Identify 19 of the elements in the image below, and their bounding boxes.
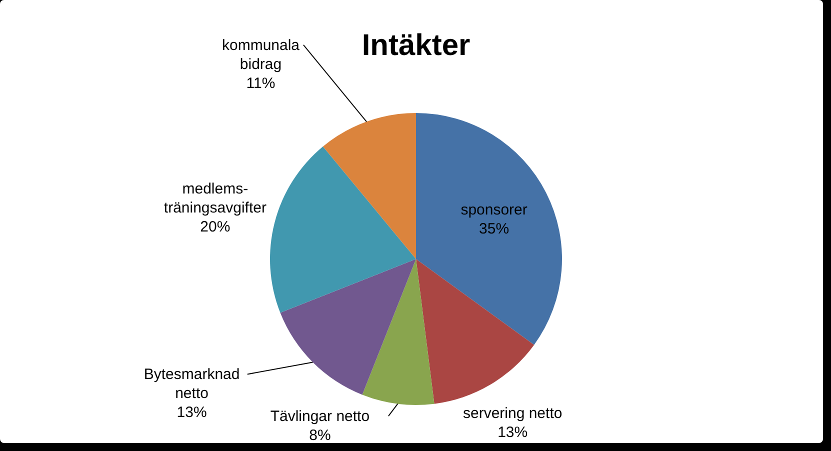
- data-label: 13%: [176, 404, 207, 422]
- slice-label: kommunala bidrag: [222, 36, 300, 73]
- pie-slice: [322, 113, 416, 259]
- pie-slice: [416, 113, 562, 345]
- slice-label: servering netto: [463, 404, 562, 422]
- chart-title: Intäkter: [362, 29, 471, 62]
- pie-slice: [270, 146, 416, 313]
- pie-slice: [280, 259, 416, 395]
- data-label: 35%: [479, 220, 510, 238]
- data-label: 20%: [200, 218, 230, 236]
- slice-label: Bytesmarknad netto: [144, 366, 240, 402]
- slice-label: Tävlingar netto: [270, 408, 370, 426]
- pie-slice: [362, 259, 434, 405]
- data-label: 13%: [498, 424, 528, 441]
- pie-slice: [416, 259, 534, 404]
- data-label: 8%: [309, 427, 331, 444]
- slice-label: sponsorer: [460, 202, 528, 219]
- slice-label: medlems- träningsavgifter: [164, 180, 266, 216]
- data-label: 11%: [246, 74, 276, 92]
